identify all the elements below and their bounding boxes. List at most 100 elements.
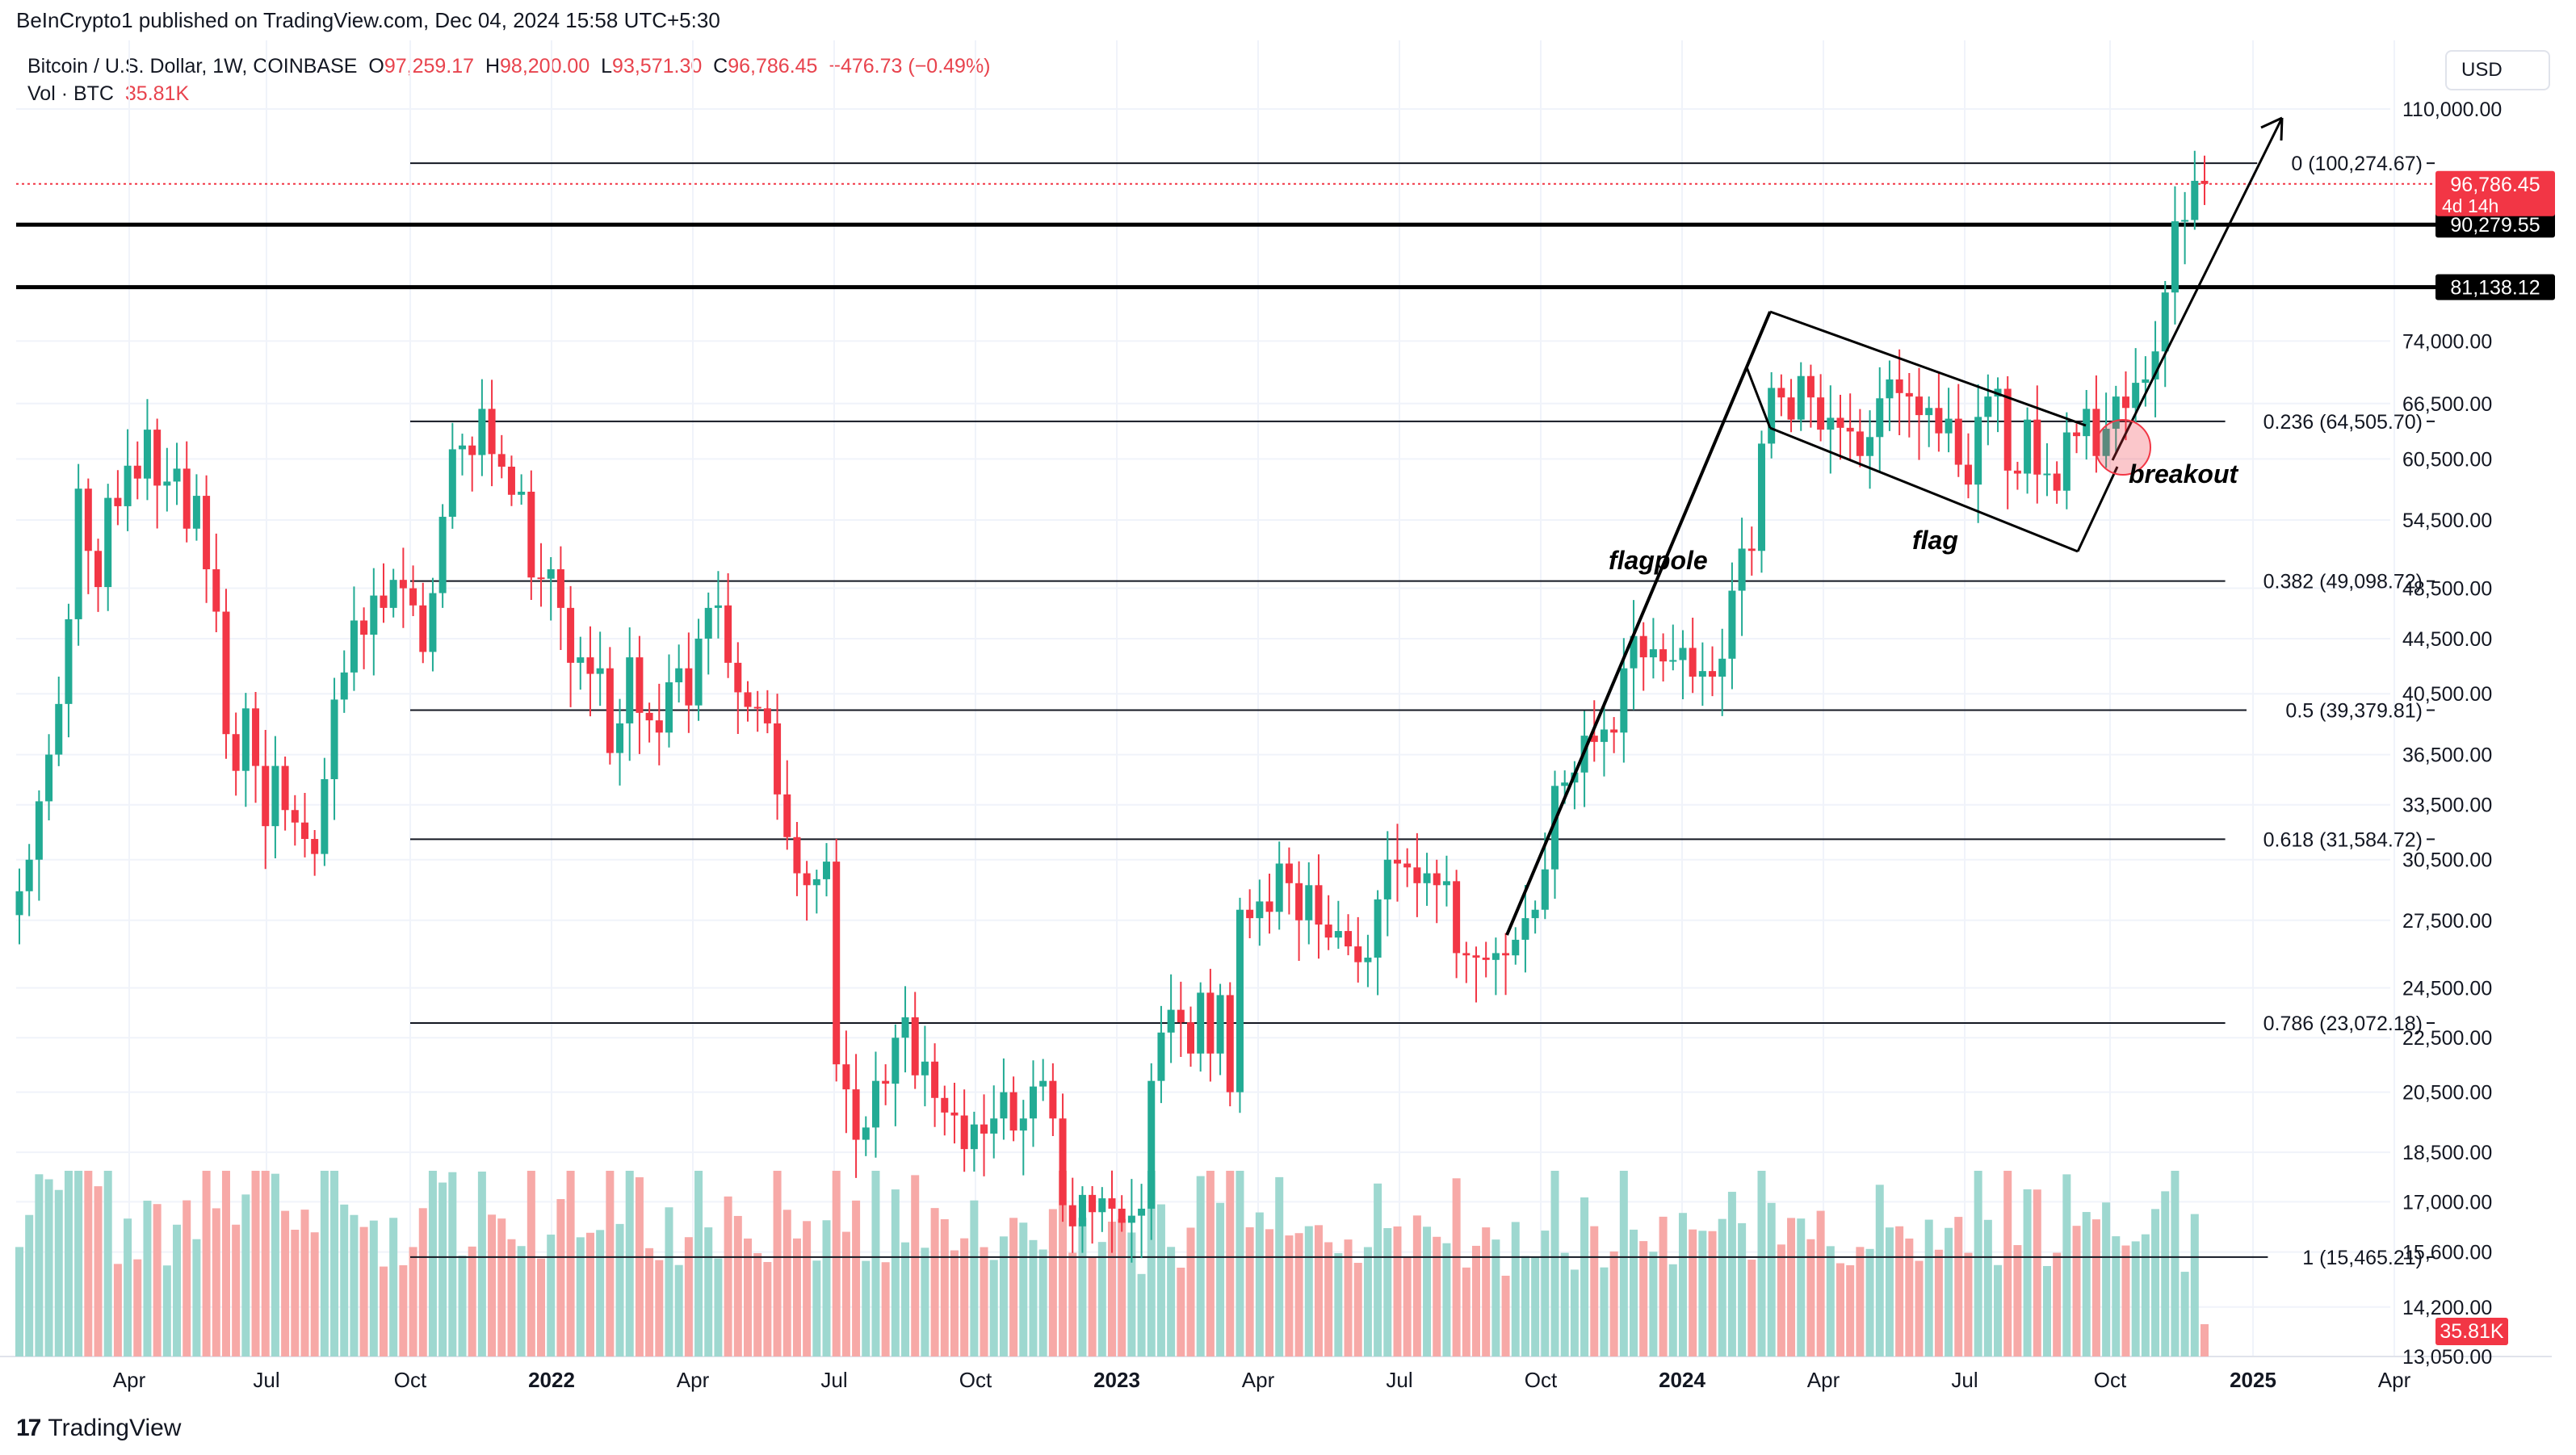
candle-body: [104, 497, 112, 588]
volume-bar: [291, 1230, 300, 1356]
fib-label: 0.236 (64,505.70): [2263, 411, 2423, 434]
candle-body: [1039, 1080, 1047, 1087]
volume-bar: [1383, 1227, 1392, 1356]
volume-bar: [1826, 1246, 1835, 1356]
candle-body: [862, 1127, 870, 1140]
candle-body: [1275, 863, 1283, 912]
volume-bar: [409, 1247, 417, 1356]
volume-bar: [694, 1171, 703, 1356]
y-tick-label: 44,500.00: [2402, 628, 2492, 651]
low-label: L: [601, 55, 613, 78]
candle-body: [1974, 417, 1982, 485]
candle-body: [291, 810, 299, 823]
high-label: H: [485, 55, 501, 78]
volume-bar: [2023, 1189, 2032, 1356]
volume-bar: [1353, 1263, 1362, 1356]
volume-bar: [468, 1246, 476, 1356]
volume-bar: [989, 1260, 998, 1356]
candle-body: [183, 468, 191, 529]
y-tick-label: 20,500.00: [2402, 1082, 2492, 1105]
candle-body: [15, 891, 23, 916]
candle-body: [1157, 1032, 1165, 1081]
volume-bars: [15, 1171, 2209, 1356]
volume-bar: [1304, 1226, 1313, 1356]
candle-body: [1590, 736, 1598, 742]
volume-bar: [44, 1179, 53, 1356]
candle-body: [734, 662, 742, 693]
volume-bar: [792, 1238, 801, 1356]
candle-body: [459, 445, 467, 450]
volume-bar: [271, 1173, 279, 1356]
flagpole-line: [1505, 311, 1772, 936]
volume-bar: [1836, 1263, 1844, 1356]
candle-body: [1886, 379, 1894, 399]
flagpole-label: flagpole: [1609, 546, 1708, 575]
currency-button[interactable]: USD: [2445, 50, 2550, 90]
candle-body: [1383, 859, 1391, 899]
volume-bar: [1245, 1226, 1254, 1356]
candle-body: [2024, 419, 2032, 474]
volume-badge: [2435, 1318, 2508, 1345]
volume-bar: [871, 1171, 880, 1356]
volume-bar: [980, 1247, 988, 1356]
volume-bar: [1433, 1236, 1441, 1356]
volume-bar: [64, 1171, 73, 1356]
fib-label: 0 (100,274.67): [2291, 153, 2423, 175]
candle-body: [823, 862, 831, 879]
volume-bar: [1915, 1260, 1924, 1356]
x-tick-label: Jul: [1386, 1368, 1412, 1392]
volume-bar: [1363, 1247, 1372, 1356]
volume-bar: [330, 1171, 339, 1356]
volume-bar: [645, 1247, 654, 1356]
flag-left-edge-2: [1745, 367, 1772, 429]
volume-bar: [537, 1258, 546, 1356]
volume-bar: [241, 1194, 250, 1356]
volume-bar: [950, 1250, 959, 1356]
close-value: 96,786.45: [728, 55, 818, 78]
volume-bar: [1156, 1204, 1165, 1356]
candle-body: [133, 465, 141, 479]
candle-body: [1895, 379, 1903, 393]
y-tick-label: 110,000.00: [2402, 99, 2502, 121]
candle-body: [1787, 397, 1795, 420]
volume-bar: [162, 1265, 171, 1356]
volume-bar: [74, 1171, 83, 1356]
volume-bar: [2013, 1245, 2022, 1356]
x-tick-label: Oct: [959, 1368, 992, 1392]
candle-body: [192, 496, 200, 529]
volume-bar: [1806, 1239, 1815, 1356]
volume-bar: [2102, 1202, 2111, 1356]
x-tick-label: Apr: [677, 1368, 710, 1392]
candle-body: [1315, 885, 1323, 925]
volume-bar: [428, 1171, 437, 1356]
last-price-badge: [2435, 170, 2555, 216]
volume-bar: [54, 1189, 63, 1356]
volume-bar: [1285, 1235, 1294, 1356]
volume-bar: [999, 1236, 1008, 1356]
candle-body: [1925, 408, 1933, 416]
volume-bar: [1334, 1253, 1343, 1356]
volume-bar: [1216, 1202, 1225, 1356]
candle-body: [547, 569, 555, 579]
high-value: 98,200.00: [500, 55, 590, 78]
volume-bar: [359, 1226, 368, 1356]
volume-bar: [2062, 1174, 2071, 1356]
volume-bar: [576, 1237, 585, 1356]
tradingview-logo[interactable]: 17 TradingView: [16, 1415, 181, 1442]
candle-body: [645, 712, 653, 721]
candle-body: [1610, 729, 1618, 733]
candle-body: [1236, 909, 1244, 1092]
candle-body: [1108, 1198, 1116, 1209]
volume-bar: [1885, 1227, 1894, 1356]
y-tick-label: 27,500.00: [2402, 910, 2492, 933]
volume-bar: [1905, 1238, 1914, 1356]
fibonacci-levels: 0 (100,274.67) 0.236 (64,505.70) 0.382 (49…: [410, 153, 2435, 1269]
candle-body: [1482, 958, 1490, 960]
candle-body: [281, 765, 289, 811]
volume-bar: [2131, 1241, 2140, 1356]
volume-bar: [281, 1210, 290, 1356]
candle-body: [429, 593, 437, 652]
candle-body: [311, 839, 319, 854]
fib-label: 1 (15,465.21): [2302, 1247, 2423, 1269]
